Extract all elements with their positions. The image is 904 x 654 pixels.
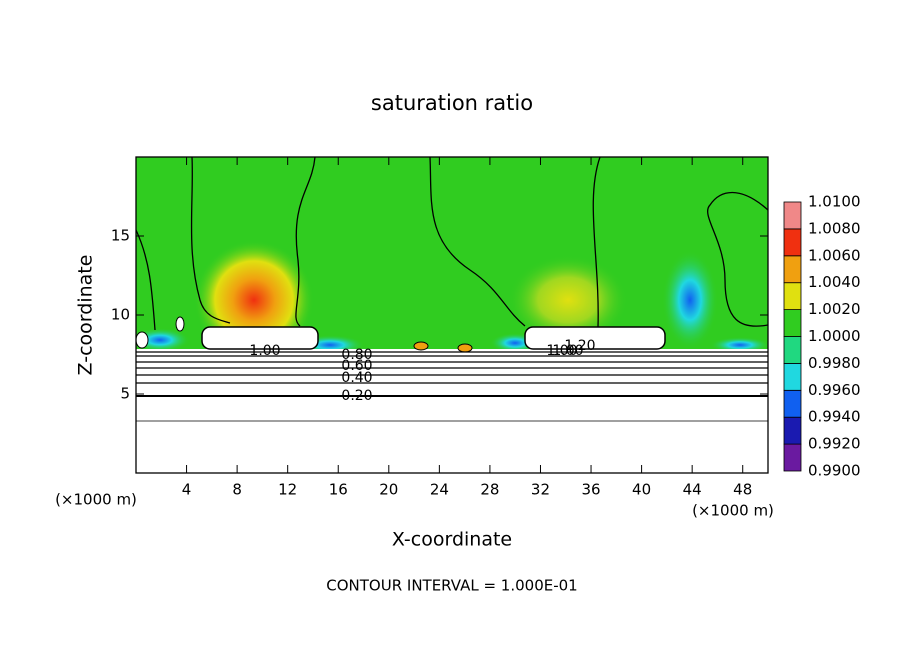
cloud — [175, 316, 185, 332]
contour-label: 0.80 — [341, 347, 372, 363]
colorbar-tick-label: 0.9960 — [808, 381, 861, 399]
colorbar-band — [783, 228, 802, 257]
contour-label: 1.00 — [249, 343, 280, 359]
colorbar-band — [783, 389, 802, 418]
warm-blob — [457, 343, 473, 353]
contour-line — [707, 192, 768, 327]
contour-line — [190, 157, 231, 324]
colorbar-band — [783, 255, 802, 284]
warm-blob — [413, 341, 429, 351]
contour-label: 0.20 — [341, 388, 372, 404]
footer: CONTOUR INTERVAL = 1.000E-01 — [326, 577, 577, 595]
colorbar-band — [783, 309, 802, 337]
x-tick-label: 16 — [329, 481, 348, 499]
colorbar-band — [783, 201, 802, 230]
contour-label: 0.40 — [341, 370, 372, 386]
colorbar-tick-label: 0.9980 — [808, 354, 861, 372]
colorbar-band — [783, 443, 802, 472]
cloud — [201, 326, 319, 350]
colorbar-tick-label: 0.9900 — [808, 462, 861, 480]
colorbar-band — [783, 362, 802, 391]
cloud — [524, 326, 666, 350]
cool-blob — [662, 250, 718, 350]
y-unit-label: (×1000 m) — [55, 491, 137, 509]
chart-title: saturation ratio — [371, 91, 533, 115]
x-tick-label: 48 — [733, 481, 752, 499]
contour-line — [295, 157, 316, 327]
x-tick-label: 24 — [430, 481, 449, 499]
cloud — [136, 331, 149, 349]
contour-line — [136, 229, 156, 331]
x-tick-label: 20 — [379, 481, 398, 499]
contour-line — [429, 157, 526, 327]
colorbar-band — [783, 282, 802, 311]
colorbar-tick-label: 1.0100 — [808, 193, 861, 211]
x-tick-label: 40 — [632, 481, 651, 499]
x-tick-label: 12 — [278, 481, 297, 499]
contour-lines — [136, 351, 768, 422]
x-tick-label: 44 — [683, 481, 702, 499]
contour-label: 0.60 — [341, 358, 372, 374]
colorbar-tick-label: 0.9940 — [808, 408, 861, 426]
colorbar-tick-label: 1.0020 — [808, 300, 861, 318]
colorbar-tick-label: 1.0060 — [808, 246, 861, 264]
colorbar-tick-label: 1.0040 — [808, 273, 861, 291]
contour-label: 1.00 — [546, 343, 577, 359]
x-tick-label: 36 — [581, 481, 600, 499]
x-unit-label: (×1000 m) — [692, 502, 774, 520]
colorbar-tick-label: 0.9920 — [808, 435, 861, 453]
colorbar-tick-label: 1.0080 — [808, 219, 861, 237]
x-tick-label: 28 — [480, 481, 499, 499]
field — [136, 157, 768, 473]
y-tick-label: 5 — [120, 385, 130, 403]
x-tick-label: 4 — [182, 481, 192, 499]
cool-blob — [710, 337, 768, 353]
colorbar-tick-label: 1.0000 — [808, 327, 861, 345]
colorbar-band — [783, 416, 802, 445]
contour-label: 1.20 — [564, 338, 595, 354]
y-tick-label: 15 — [111, 227, 130, 245]
contour-label: 1.00 — [552, 343, 583, 359]
cool-blob — [136, 328, 190, 352]
x-tick-label: 32 — [531, 481, 550, 499]
contour-line — [592, 157, 601, 328]
y-tick-label: 10 — [111, 306, 130, 324]
y-axis-label: Z-coordinate — [75, 255, 97, 376]
x-axis-label: X-coordinate — [392, 529, 512, 551]
x-tick-label: 8 — [232, 481, 242, 499]
colorbar-band — [783, 336, 802, 364]
ground — [136, 349, 768, 473]
